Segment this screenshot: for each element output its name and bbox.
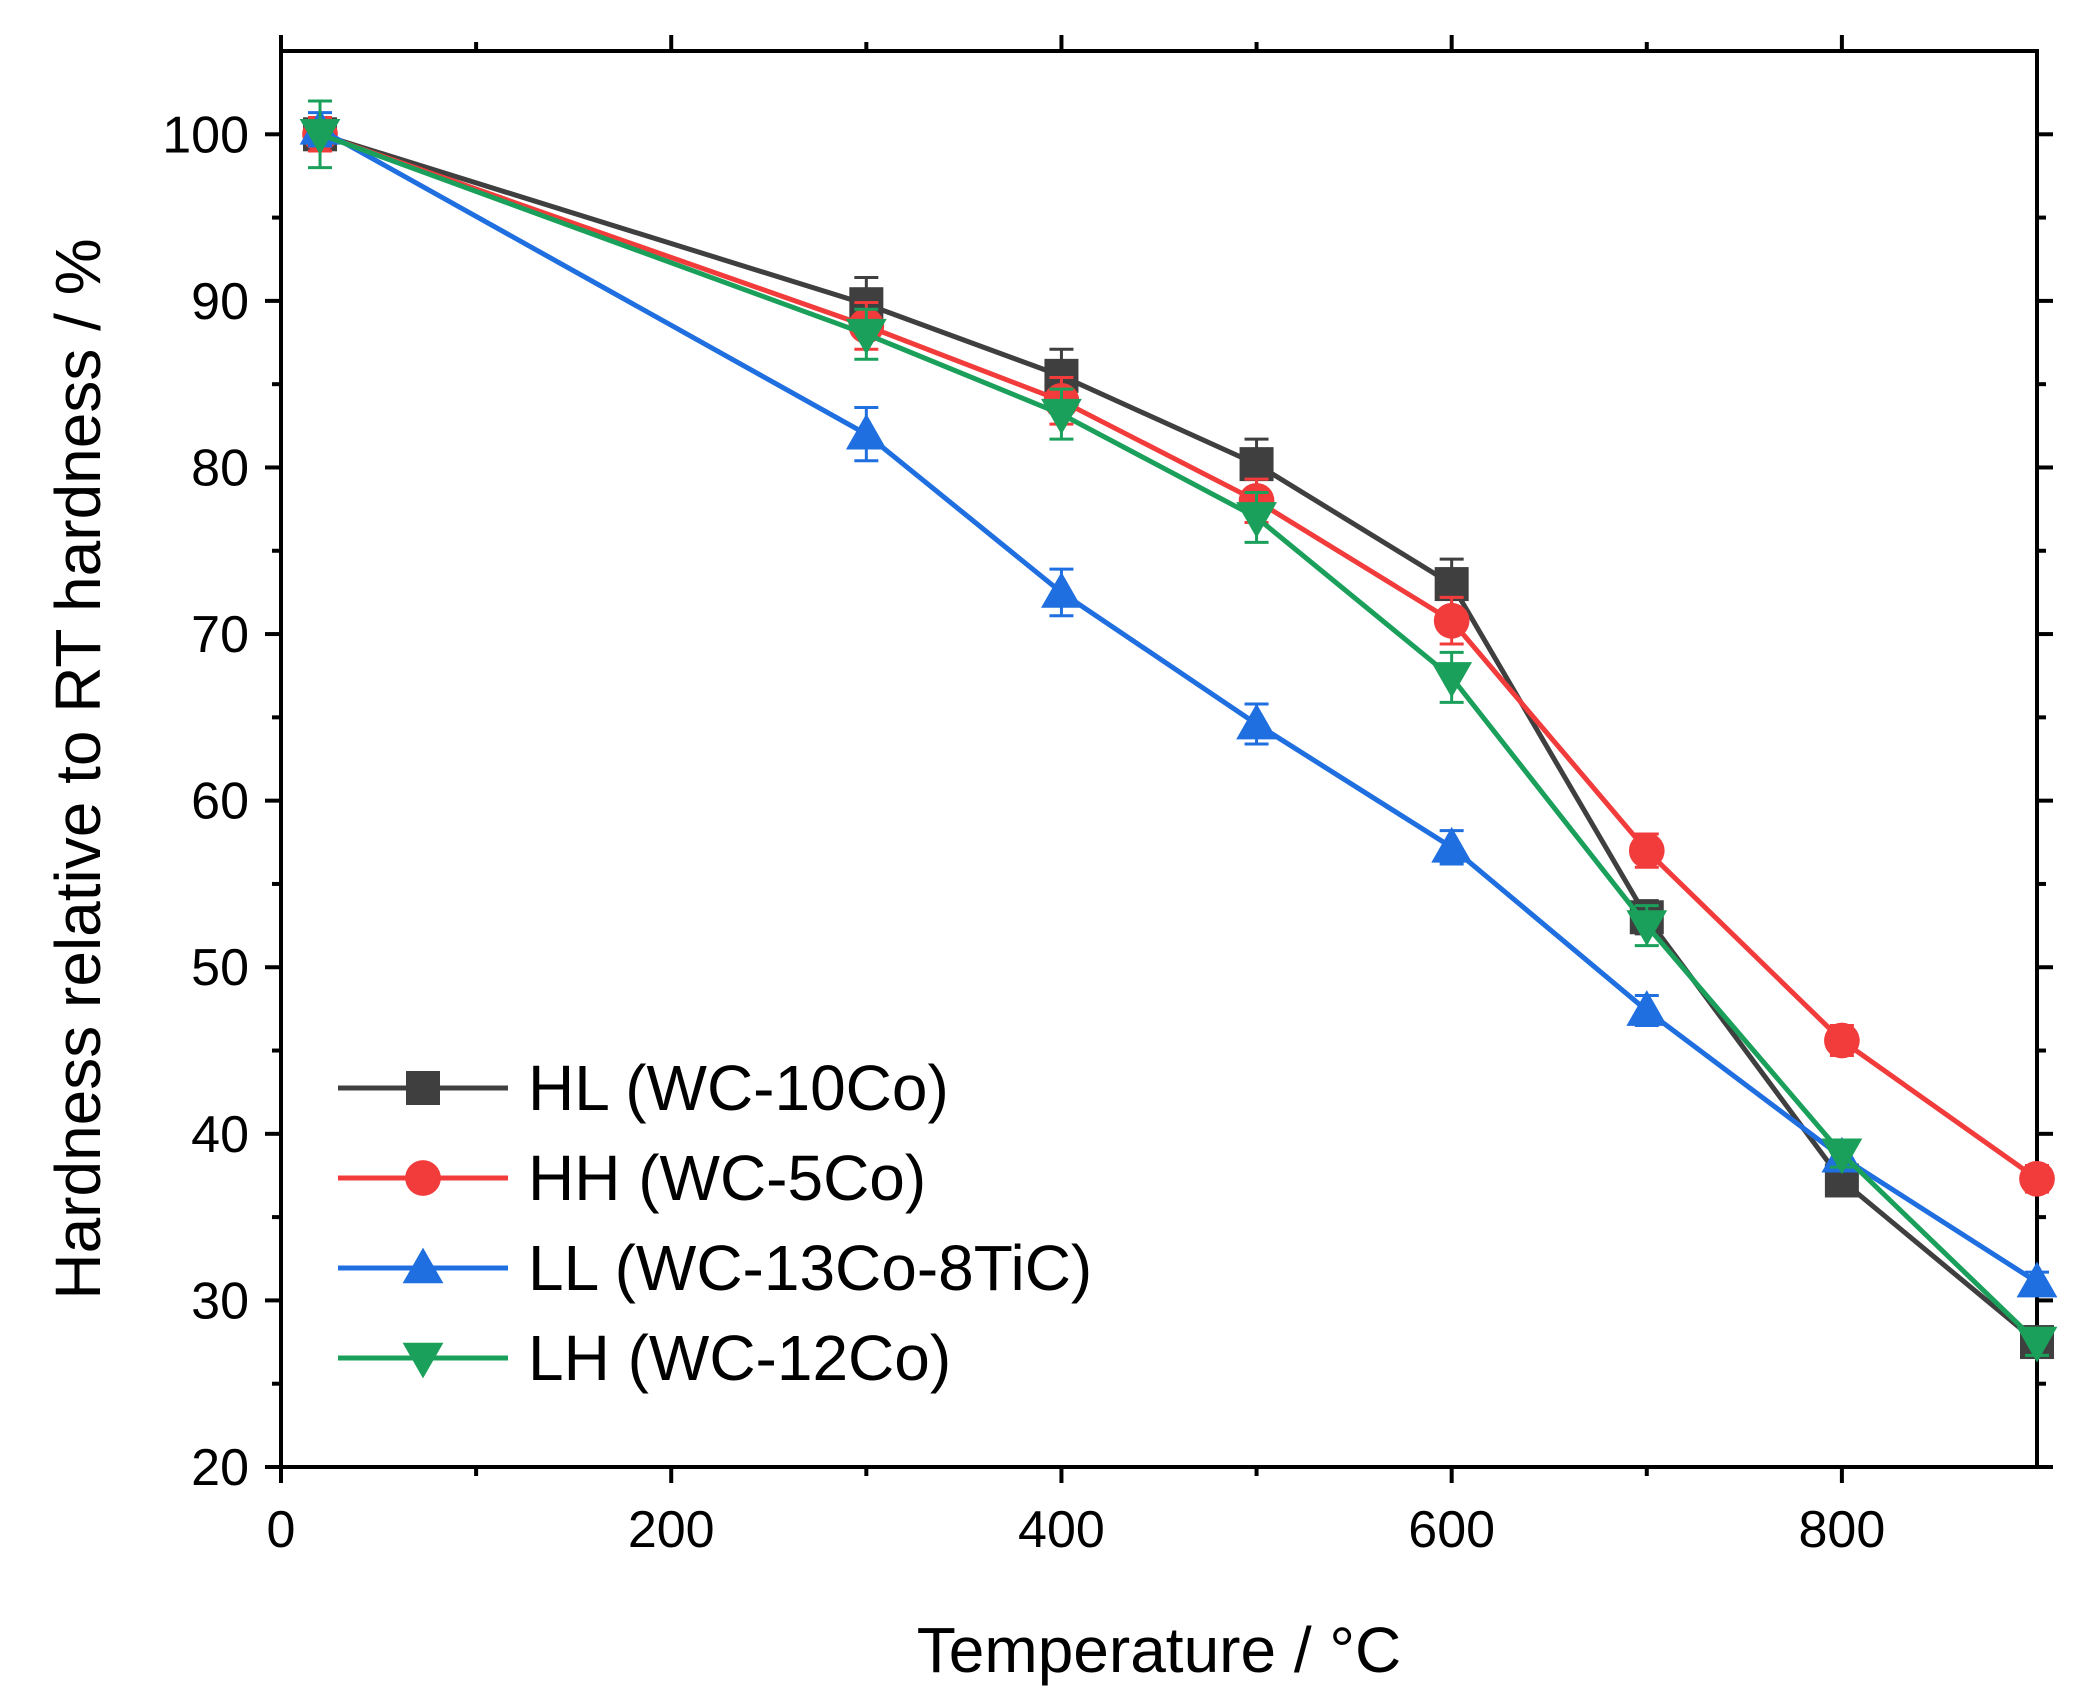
y-tick-label: 30 — [191, 1272, 249, 1330]
x-tick-label: 200 — [628, 1501, 715, 1559]
marker-triangle-up — [402, 1247, 444, 1284]
series-line — [319, 131, 2039, 1181]
y-tick-label: 90 — [191, 273, 249, 331]
series-4 — [299, 99, 2058, 1363]
marker-triangle-down — [845, 318, 887, 355]
marker-triangle-up — [1236, 703, 1277, 740]
marker-circle — [1628, 832, 1665, 869]
legend: HL (WC-10Co) HH (WC-5Co) LL (WC-13Co-8TiC)… — [338, 1052, 1092, 1394]
marker-triangle-up — [845, 413, 887, 450]
y-tick-label: 50 — [191, 939, 249, 997]
marker-triangle-down — [1626, 910, 1668, 946]
x-tick-label: 800 — [1799, 1501, 1886, 1559]
y-tick-label: 100 — [162, 106, 249, 164]
marker-circle — [1824, 1022, 1860, 1059]
legend-item: HH (WC-5Co) — [338, 1142, 926, 1214]
legend-item: HL (WC-10Co) — [338, 1052, 949, 1124]
marker-triangle-up — [1626, 990, 1668, 1026]
marker-triangle-down — [1431, 662, 1473, 698]
legend-label: LL (WC-13Co-8TiC) — [528, 1232, 1092, 1304]
marker-triangle-down — [402, 1342, 444, 1379]
marker-circle — [2019, 1160, 2055, 1197]
marker-triangle-down — [299, 118, 341, 155]
x-axis-title: Temperature / °C — [917, 1614, 1401, 1686]
marker-circle — [405, 1160, 441, 1196]
legend-label: HL (WC-10Co) — [528, 1052, 949, 1124]
marker-triangle-down — [1236, 502, 1277, 538]
series-2 — [302, 116, 2055, 1197]
marker-triangle-up — [1431, 826, 1473, 863]
y-tick-label: 70 — [191, 606, 249, 664]
marker-circle — [1433, 602, 1470, 639]
y-axis-title: Hardness relative to RT hardness / % — [42, 238, 114, 1299]
series-line — [319, 131, 2039, 1344]
x-tick-label: 0 — [267, 1501, 296, 1559]
y-tick-label: 80 — [191, 439, 249, 497]
marker-triangle-down — [1041, 398, 1082, 435]
legend-label: HH (WC-5Co) — [528, 1142, 926, 1214]
legend-item: LH (WC-12Co) — [338, 1322, 951, 1394]
marker-square — [1239, 447, 1274, 482]
series-layer — [299, 99, 2058, 1363]
plot-frame — [279, 49, 2039, 1469]
x-tick-label: 600 — [1408, 1501, 1495, 1559]
axes-layer: 0 200 400 600 800 20 30 40 50 60 70 80 90 100 — [162, 35, 2053, 1559]
series-line — [318, 127, 2039, 1285]
x-tick-label: 400 — [1018, 1501, 1105, 1559]
legend-label: LH (WC-12Co) — [528, 1322, 951, 1394]
y-tick-label: 60 — [191, 773, 249, 831]
marker-triangle-down — [2016, 1326, 2058, 1363]
marker-square — [1434, 567, 1469, 602]
y-tick-label: 20 — [191, 1439, 249, 1497]
series-line — [319, 131, 2039, 1344]
marker-triangle-up — [2016, 1261, 2058, 1298]
marker-triangle-up — [1041, 572, 1082, 608]
marker-triangle-down — [1821, 1138, 1863, 1175]
y-tick-label: 40 — [191, 1106, 249, 1164]
marker-square — [406, 1071, 440, 1105]
legend-item: LL (WC-13Co-8TiC) — [338, 1232, 1092, 1304]
